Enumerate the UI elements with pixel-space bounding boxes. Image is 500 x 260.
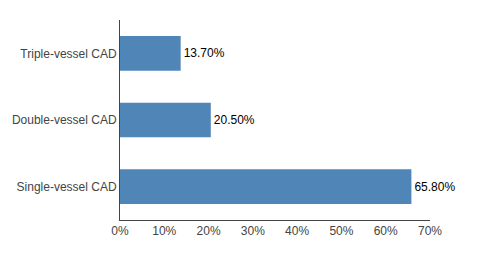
svg-text:Single-vessel CAD: Single-vessel CAD xyxy=(17,180,117,194)
svg-text:20%: 20% xyxy=(197,224,221,238)
svg-text:65.80%: 65.80% xyxy=(414,180,455,194)
svg-text:13.70%: 13.70% xyxy=(184,46,225,60)
svg-text:40%: 40% xyxy=(285,224,309,238)
svg-text:70%: 70% xyxy=(418,224,442,238)
svg-text:0%: 0% xyxy=(111,224,129,238)
svg-text:30%: 30% xyxy=(241,224,265,238)
svg-text:50%: 50% xyxy=(329,224,353,238)
svg-text:Double-vessel CAD: Double-vessel CAD xyxy=(12,113,117,127)
svg-text:Triple-vessel CAD: Triple-vessel CAD xyxy=(20,47,117,61)
svg-text:60%: 60% xyxy=(374,224,398,238)
svg-text:10%: 10% xyxy=(152,224,176,238)
svg-text:20.50%: 20.50% xyxy=(214,113,255,127)
